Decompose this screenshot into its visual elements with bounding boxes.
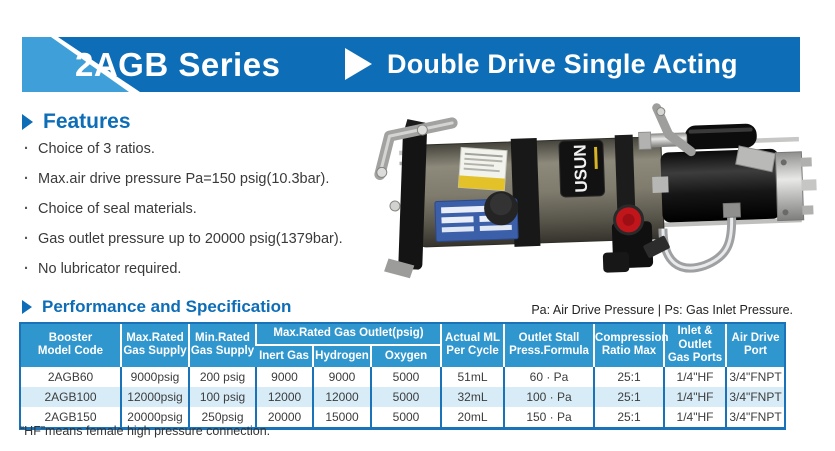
cell-hydrogen: 9000 (312, 366, 371, 387)
center-band (510, 137, 541, 247)
cell-compression-ratio: 25:1 (593, 406, 665, 427)
feature-text: No lubricator required. (38, 261, 182, 277)
cell-max-rated: 20000psig (120, 406, 189, 427)
features-list: · Choice of 3 ratios. · Max.air drive pr… (24, 141, 343, 291)
spec-table-container: Booster Model Code Max.Rated Gas Supply … (19, 322, 786, 430)
cell-air-drive-port: 3/4"FNPT (725, 406, 785, 427)
feature-item: · Max.air drive pressure Pa=150 psig(10.… (24, 171, 343, 201)
cell-gas-ports: 1/4"HF (663, 386, 727, 407)
bullet-dot: · (24, 141, 29, 157)
col-header-booster-model-code: Booster Model Code (21, 324, 121, 367)
col-header-compression-ratio-max: Compression Ratio Max (593, 324, 669, 367)
cell-compression-ratio: 25:1 (593, 386, 665, 407)
banner-subtitle: Double Drive Single Acting (387, 49, 738, 79)
play-arrow-icon (345, 48, 372, 80)
feature-text: Choice of seal materials. (38, 201, 197, 217)
muffler-highlight (688, 127, 753, 134)
cell-compression-ratio: 25:1 (593, 366, 665, 387)
cell-oxygen: 5000 (369, 386, 442, 407)
feature-text: Max.air drive pressure Pa=150 psig(10.3b… (38, 171, 330, 187)
cell-oxygen: 5000 (369, 406, 442, 427)
performance-heading-label: Performance and Specification (42, 297, 292, 316)
feature-text: Choice of 3 ratios. (38, 141, 155, 157)
feature-item: · Choice of 3 ratios. (24, 141, 343, 171)
table-row: 2AGB150 20000psig 250psig 20000 15000 50… (21, 406, 785, 427)
cell-max-rated: 12000psig (120, 386, 189, 407)
brand-text: USUN (570, 144, 591, 193)
valve-assembly (602, 204, 654, 273)
warning-label (457, 146, 508, 192)
cell-inert-gas: 9000 (255, 366, 313, 387)
col-header-inlet-outlet-gas-ports: Inlet & Outlet Gas Ports (663, 324, 727, 367)
cell-stall-formula: 150 · Pa (503, 406, 595, 427)
cell-stall-formula: 60 · Pa (503, 366, 595, 387)
cell-oxygen: 5000 (369, 366, 442, 387)
col-header-oxygen: Oxygen (369, 344, 442, 367)
table-row: 2AGB100 12000psig 100 psig 12000 12000 5… (21, 386, 785, 407)
features-heading: Features (22, 110, 131, 134)
feature-item: · No lubricator required. (24, 261, 343, 291)
cell-model-code: 2AGB100 (44, 389, 97, 404)
cell-actual-ml: 20mL (440, 406, 505, 427)
pump-handle-left (374, 117, 458, 212)
cell-model-code: 2AGB60 (47, 369, 94, 384)
feature-item: · Gas outlet pressure up to 20000 psig(1… (24, 231, 343, 261)
cell-max-rated: 9000psig (120, 366, 189, 387)
cell-air-drive-port: 3/4"FNPT (725, 386, 785, 407)
cell-hydrogen: 12000 (312, 386, 371, 407)
col-header-min-rated-gas-supply: Min.Rated Gas Supply (188, 324, 256, 367)
knob-highlight (489, 193, 512, 216)
col-header-hydrogen: Hydrogen (312, 344, 371, 367)
cell-inert-gas: 12000 (255, 386, 313, 407)
table-row: 2AGB60 9000psig 200 psig 9000 9000 5000 … (21, 366, 785, 387)
features-heading-label: Features (43, 110, 131, 133)
cell-actual-ml: 32mL (440, 386, 505, 407)
triangle-bullet-icon (22, 300, 32, 314)
series-title: 2AGB Series (75, 45, 281, 83)
product-photo: USUN (374, 103, 817, 279)
cell-inert-gas: 20000 (255, 406, 313, 427)
cell-min-rated: 200 psig (188, 366, 256, 387)
cell-model-code: 2AGB150 (44, 409, 97, 424)
cell-gas-ports: 1/4"HF (663, 406, 727, 427)
id-plate (735, 145, 776, 173)
col-header-outlet-stall-press-formula: Outlet Stall Press.Formula (503, 324, 595, 367)
bullet-dot: · (24, 231, 29, 247)
coupler (652, 176, 669, 193)
end-bracket (774, 151, 817, 222)
col-header-max-rated-gas-outlet: Max.Rated Gas Outlet(psig) (254, 324, 442, 346)
cell-min-rated: 100 psig (188, 386, 256, 407)
col-header-max-rated-gas-supply: Max.Rated Gas Supply (120, 324, 189, 367)
muffler (684, 123, 757, 150)
cell-actual-ml: 51mL (440, 366, 505, 387)
brand-label: USUN (558, 139, 606, 198)
col-header-air-drive-port: Air Drive Port (725, 324, 785, 367)
cell-air-drive-port: 3/4"FNPT (725, 366, 785, 387)
spec-table: Booster Model Code Max.Rated Gas Supply … (21, 324, 785, 427)
pump-handle-right (652, 103, 696, 157)
bullet-dot: · (24, 261, 29, 277)
outlet-hose (643, 202, 741, 273)
cell-min-rated: 250psig (188, 406, 256, 427)
bullet-dot: · (24, 201, 29, 217)
bullet-dot: · (24, 171, 29, 187)
triangle-bullet-icon (22, 114, 33, 130)
footnote: “HF”means female high pressure connectio… (20, 424, 271, 438)
col-header-actual-ml-per-cycle: Actual ML Per Cycle (440, 324, 505, 367)
cell-stall-formula: 100 · Pa (503, 386, 595, 407)
col-header-inert-gas: Inert Gas (256, 344, 313, 367)
pressure-legend: Pa: Air Drive Pressure | Ps: Gas Inlet P… (531, 303, 793, 317)
performance-heading: Performance and Specification (22, 297, 291, 317)
cell-hydrogen: 15000 (312, 406, 371, 427)
feature-item: · Choice of seal materials. (24, 201, 343, 231)
feature-text: Gas outlet pressure up to 20000 psig(137… (38, 231, 343, 247)
title-banner: 2AGB Series Double Drive Single Acting (22, 37, 800, 92)
cell-gas-ports: 1/4"HF (663, 366, 727, 387)
